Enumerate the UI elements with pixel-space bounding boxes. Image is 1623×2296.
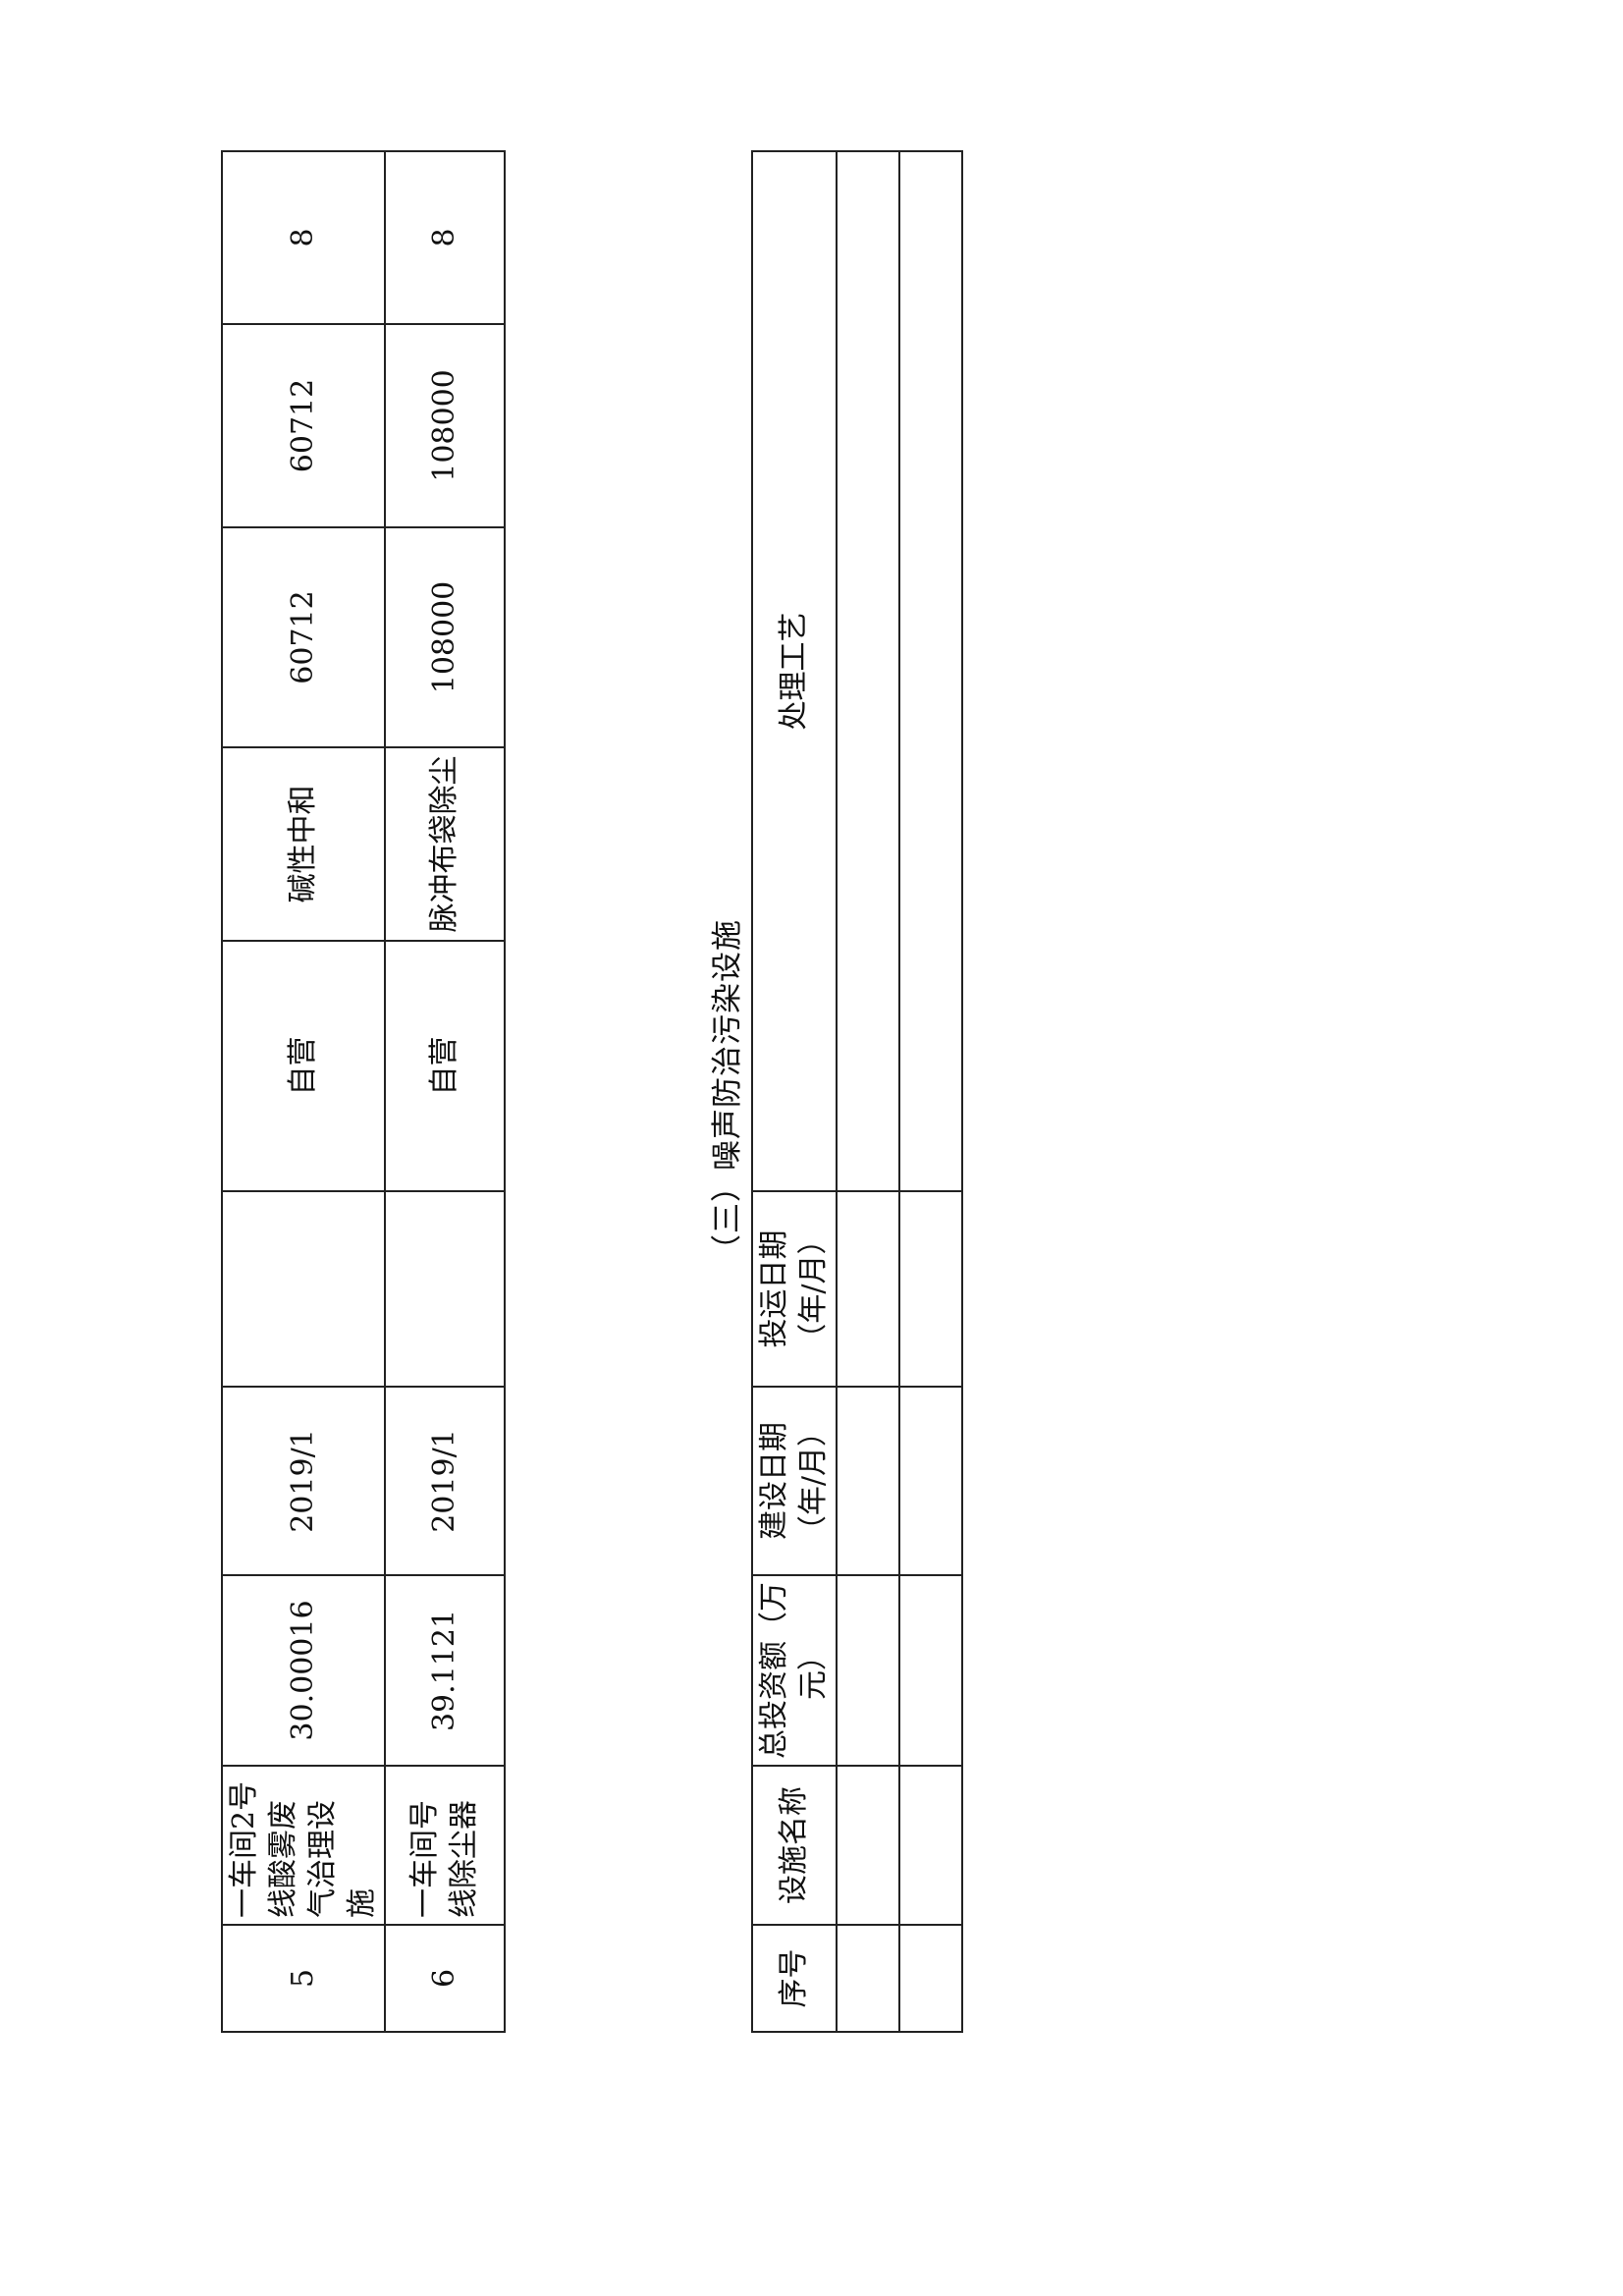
cell-no: 6 [385, 1925, 505, 2032]
empty-cell [837, 1387, 899, 1575]
cell-design-capacity: 108000 [385, 527, 505, 747]
cell-actual-capacity: 108000 [385, 324, 505, 527]
cell-build-date: 2019/1 [385, 1387, 505, 1575]
empty-cell [899, 151, 962, 1191]
cell-investment: 30.00016 [222, 1575, 385, 1766]
empty-cell [837, 1925, 899, 2032]
header-build-date: 建设日期（年/月） [752, 1387, 837, 1575]
cell-design-capacity: 60712 [222, 527, 385, 747]
noise-facilities-table: 序号 设施名称 总投资额（万元） 建设日期（年/月） 投运日期（年/月） 处理工… [751, 150, 963, 2033]
waste-gas-facilities-table-continued: 5 一车间2号线酸雾废气治理设施 30.00016 2019/1 自营 碱性中和… [221, 150, 506, 2033]
cell-facility-name: 一车间号线除尘器 [385, 1766, 505, 1925]
cell-hours: 8 [385, 151, 505, 324]
empty-cell [899, 1925, 962, 2032]
empty-cell [837, 1575, 899, 1766]
header-operation-date: 投运日期（年/月） [752, 1191, 837, 1387]
cell-no: 5 [222, 1925, 385, 2032]
empty-cell [899, 1191, 962, 1387]
header-investment: 总投资额（万元） [752, 1575, 837, 1766]
cell-actual-capacity: 60712 [222, 324, 385, 527]
table-row: 6 一车间号线除尘器 39.1121 2019/1 自营 脉冲布袋除尘 1080… [385, 151, 505, 2032]
header-row: 序号 设施名称 总投资额（万元） 建设日期（年/月） 投运日期（年/月） 处理工… [752, 151, 837, 2032]
header-no: 序号 [752, 1925, 837, 2032]
section-title: （三）噪声防治污染设施 [710, 919, 745, 1265]
empty-cell [899, 1766, 962, 1925]
cell-process: 脉冲布袋除尘 [385, 747, 505, 941]
cell-operation-date [385, 1191, 505, 1387]
cell-facility-name: 一车间2号线酸雾废气治理设施 [222, 1766, 385, 1925]
header-name: 设施名称 [752, 1766, 837, 1925]
table-row [837, 151, 899, 2032]
empty-cell [899, 1575, 962, 1766]
table-row: 5 一车间2号线酸雾废气治理设施 30.00016 2019/1 自营 碱性中和… [222, 151, 385, 2032]
cell-investment: 39.1121 [385, 1575, 505, 1766]
cell-operator: 自营 [222, 941, 385, 1191]
cell-operator: 自营 [385, 941, 505, 1191]
cell-process: 碱性中和 [222, 747, 385, 941]
empty-cell [837, 151, 899, 1191]
empty-cell [837, 1191, 899, 1387]
empty-cell [837, 1766, 899, 1925]
cell-build-date: 2019/1 [222, 1387, 385, 1575]
table-row [899, 151, 962, 2032]
cell-hours: 8 [222, 151, 385, 324]
cell-operation-date [222, 1191, 385, 1387]
header-process: 处理工艺 [752, 151, 837, 1191]
empty-cell [899, 1387, 962, 1575]
